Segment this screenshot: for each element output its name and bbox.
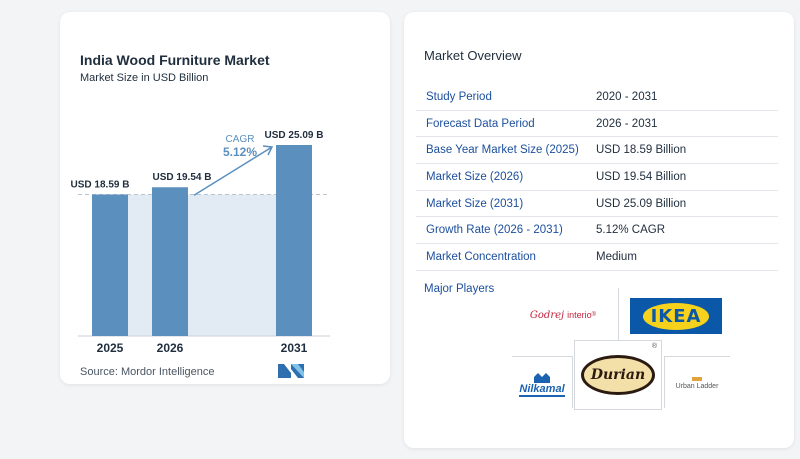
nilkamal-wordmark: Nilkamal [519,383,565,397]
overview-value: USD 25.09 Billion [596,197,687,210]
chart-subtitle: Market Size in USD Billion [80,72,209,84]
overview-row-growth-rate: Growth Rate (2026 - 2031) 5.12% CAGR [416,217,778,245]
data-label-2025: USD 18.59 B [71,179,130,190]
overview-label: Study Period [426,90,492,103]
overview-row-size-2031: Market Size (2031) USD 25.09 Billion [416,191,778,218]
nilkamal-emblem-icon [534,373,550,383]
urban-ladder-mark-icon [692,376,702,381]
overview-row-concentration: Market Concentration Medium [416,244,778,271]
overview-value: 2026 - 2031 [596,117,658,130]
overview-label: Base Year Market Size (2025) [426,144,579,157]
source-text: Source: Mordor Intelligence [80,366,215,378]
logo-divider [618,288,619,350]
overview-row-size-2026: Market Size (2026) USD 19.54 Billion [416,164,778,191]
overview-label: Market Concentration [426,250,536,263]
overview-title: Market Overview [424,48,522,63]
logo-divider [664,356,730,357]
x-tick-label-2031: 2031 [281,341,308,355]
logo-divider [512,356,572,357]
bar-2026 [152,187,188,336]
ikea-logo: IKEA [630,298,722,334]
durian-oval: Durian [581,355,655,395]
overview-row-study-period: Study Period 2020 - 2031 [416,84,778,111]
overview-value: USD 18.59 Billion [596,144,687,157]
urban-ladder-wordmark: Urban Ladder [675,382,719,390]
bar-chart: USD 18.59 B 2025 USD 19.54 B 2026 USD 25.09 … [71,130,330,355]
urban-ladder-logo: Urban Ladder [670,370,724,396]
overview-row-base-year: Base Year Market Size (2025) USD 18.59 B… [416,137,778,165]
data-label-2026: USD 19.54 B [153,172,212,183]
cagr-label: CAGR [226,134,255,145]
overview-label: Market Size (2031) [426,197,524,210]
data-label-2031: USD 25.09 B [265,130,324,141]
x-tick-label-2026: 2026 [157,341,184,355]
overview-value: 5.12% CAGR [596,224,666,237]
overview-label: Market Size (2026) [426,170,524,183]
cagr-arrow-head [262,145,274,156]
logo-divider [664,356,665,408]
overview-label: Forecast Data Period [426,117,535,130]
overview-row-forecast-period: Forecast Data Period 2026 - 2031 [416,111,778,138]
bar-2025 [92,194,128,336]
major-players-title: Major Players [424,283,495,295]
overview-table: Study Period 2020 - 2031 Forecast Data P… [416,84,778,271]
mordor-logo-icon [278,364,304,378]
godrej-wordmark: Godrej [529,309,565,321]
chart-title: India Wood Furniture Market [80,52,270,68]
logo-divider [572,356,573,408]
overview-value: 2020 - 2031 [596,90,658,103]
x-tick-label-2025: 2025 [97,341,124,355]
interio-wordmark: interio [567,310,592,320]
bar-2031 [276,145,312,336]
nilkamal-logo: Nilkamal [514,368,570,400]
ikea-wordmark: IKEA [650,305,702,327]
durian-logo: Durian ® [574,340,662,410]
overview-value: USD 19.54 Billion [596,170,687,183]
durian-wordmark: Durian [590,367,646,383]
ikea-oval: IKEA [642,302,710,330]
godrej-interio-logo: Godrej interio ® [529,309,597,321]
cagr-value: 5.12% [223,145,257,159]
overview-value: Medium [596,250,637,263]
cagr-arrow-line [193,146,273,196]
overview-label: Growth Rate (2026 - 2031) [426,224,563,237]
